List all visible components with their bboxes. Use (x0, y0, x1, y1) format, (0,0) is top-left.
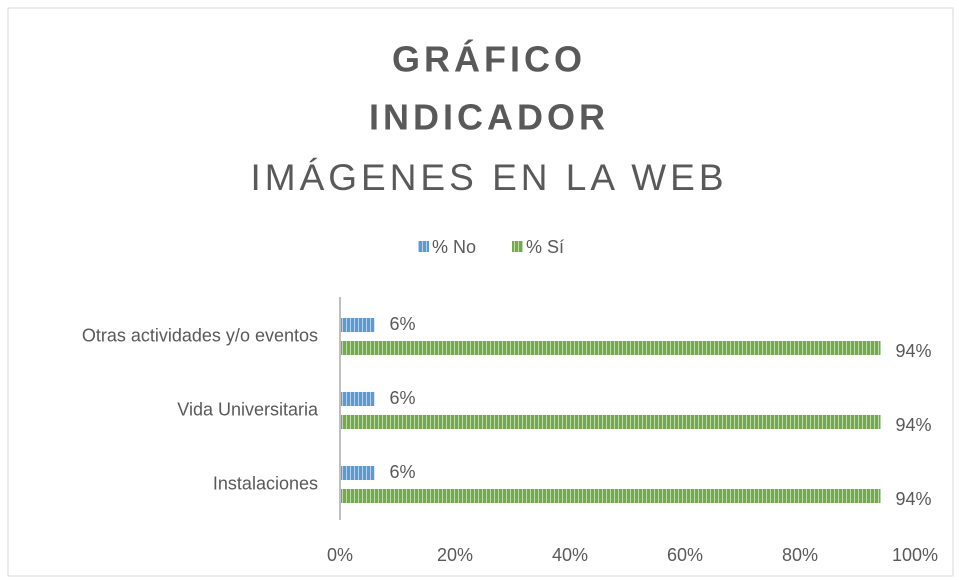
chart-title: INDICADOR (369, 97, 609, 138)
x-tick-label: 80% (782, 545, 818, 565)
x-tick-label: 100% (892, 545, 938, 565)
bar (340, 392, 375, 406)
x-tick-label: 0% (327, 545, 353, 565)
bar (340, 341, 881, 355)
chart-frame (7, 7, 954, 577)
chart-subtitle: IMÁGENES EN LA WEB (250, 157, 727, 198)
legend-swatch (418, 241, 429, 252)
y-tick-label: Instalaciones (213, 473, 318, 493)
y-tick-label: Vida Universitaria (177, 399, 319, 419)
bar (340, 415, 881, 429)
legend-swatch (512, 241, 523, 252)
chart-title: GRÁFICO (392, 39, 586, 80)
x-tick-label: 20% (437, 545, 473, 565)
y-tick-label: Otras actividades y/o eventos (82, 325, 318, 345)
bar (340, 466, 375, 480)
data-label: 6% (390, 462, 416, 482)
x-tick-label: 60% (667, 545, 703, 565)
data-label: 6% (390, 314, 416, 334)
data-label: 6% (390, 388, 416, 408)
legend-label: % Sí (526, 237, 564, 257)
bar (340, 489, 881, 503)
data-label: 94% (896, 489, 932, 509)
data-label: 94% (896, 341, 932, 361)
bar (340, 318, 375, 332)
legend-label: % No (432, 237, 476, 257)
data-label: 94% (896, 415, 932, 435)
x-tick-label: 40% (552, 545, 588, 565)
